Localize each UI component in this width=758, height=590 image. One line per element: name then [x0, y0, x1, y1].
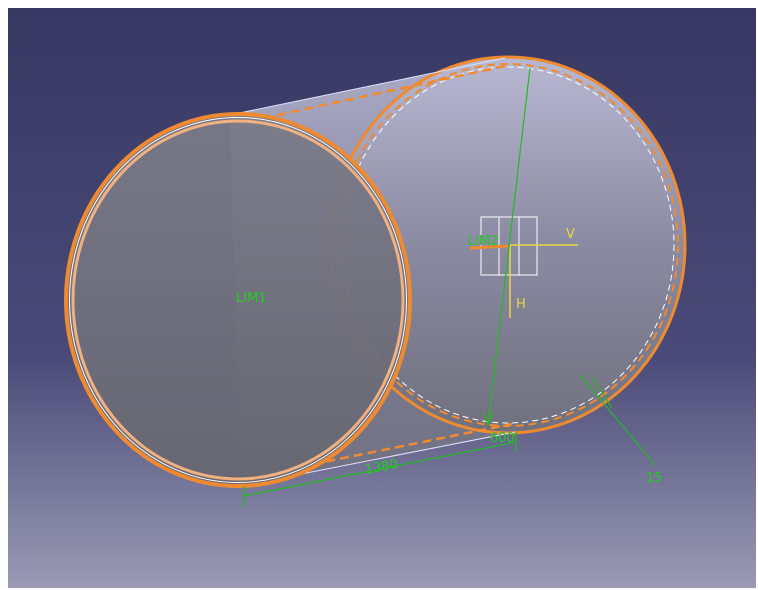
length-line — [243, 441, 517, 497]
v-axis-label: V — [566, 227, 575, 242]
end-cap — [331, 57, 685, 433]
thickness-dimension: 15 — [646, 471, 663, 486]
open-end-mid — [69, 117, 407, 483]
open-end-inner — [71, 119, 405, 481]
diameter-arrow — [482, 411, 494, 427]
thickness-line — [579, 374, 656, 466]
top-silhouette — [229, 57, 506, 116]
length-dimension: 1380 — [364, 457, 399, 478]
lim2-label: LIM2 — [468, 234, 499, 249]
dimensions — [243, 67, 656, 506]
axis-origin-marker — [469, 244, 509, 250]
axis-system: V H — [469, 216, 578, 318]
thickness-ext — [591, 376, 613, 409]
open-end-outer — [64, 112, 412, 488]
h-axis-label: H — [516, 297, 526, 312]
top-hidden-edge — [235, 64, 506, 126]
cylinder — [64, 55, 687, 488]
lim1-label: LIM1 — [236, 291, 267, 306]
diameter-line — [487, 67, 531, 426]
diameter-dimension: 600 — [490, 431, 515, 446]
open-end — [66, 114, 410, 486]
